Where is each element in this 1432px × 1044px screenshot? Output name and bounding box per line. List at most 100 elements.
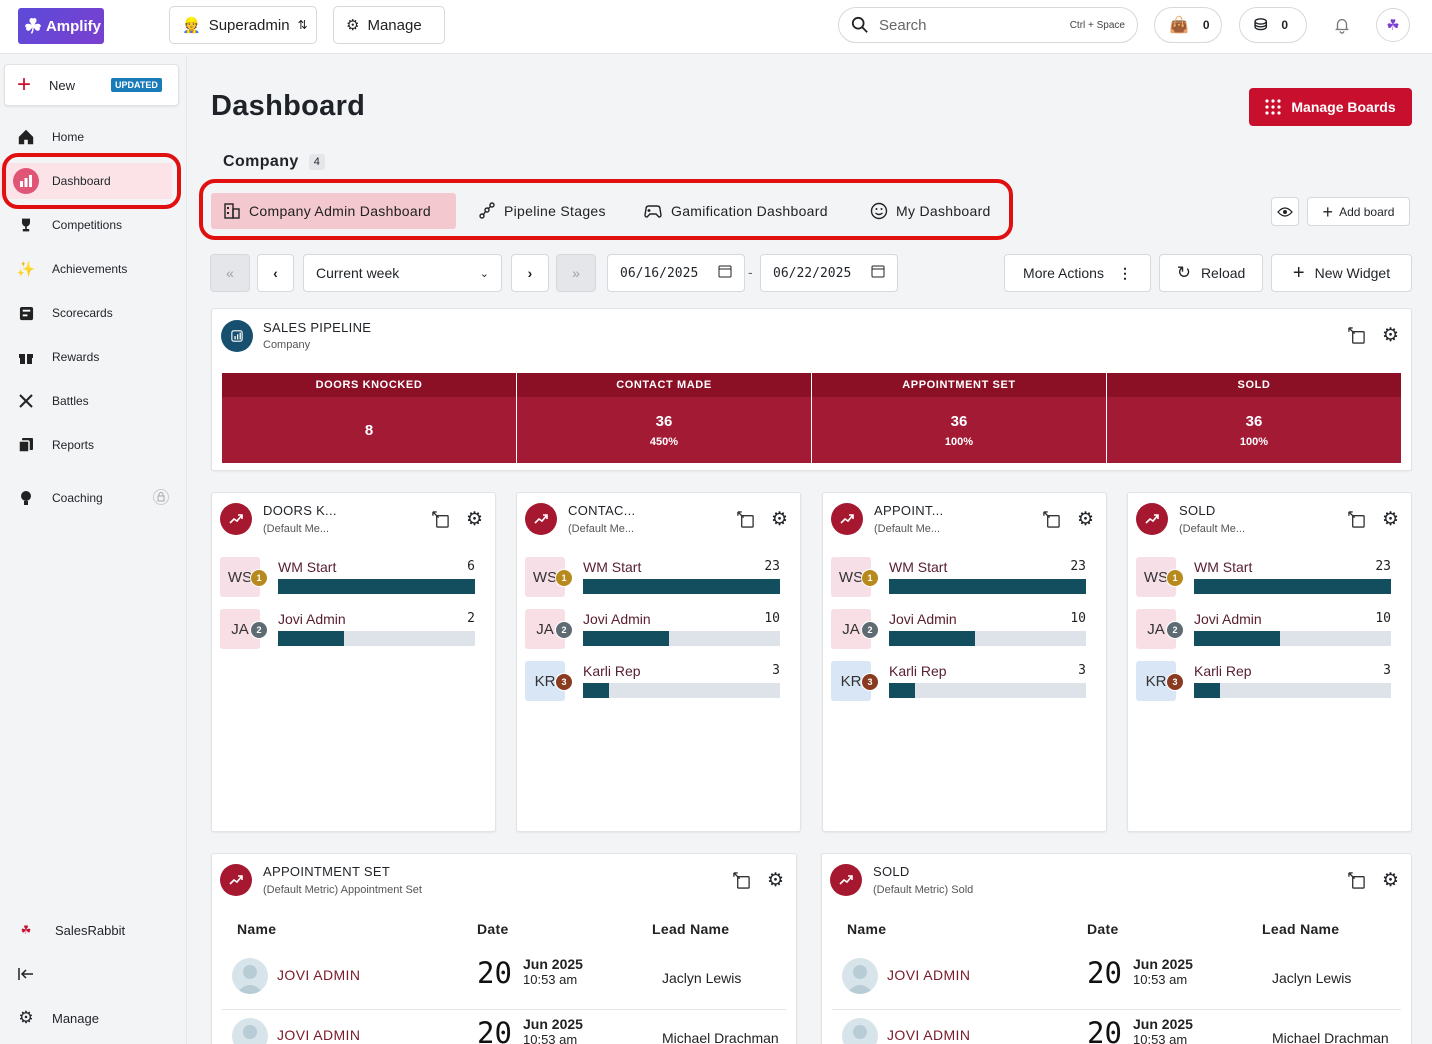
table-row[interactable]: JOVI ADMIN 20 Jun 2025 10:53 am Jaclyn Lewis	[832, 950, 1401, 1010]
pipeline-stage[interactable]: SOLD 36 100%	[1107, 373, 1401, 463]
row-user-name[interactable]: JOVI ADMIN	[277, 967, 361, 983]
sidebar-manage[interactable]: ⚙ Manage	[0, 1000, 187, 1036]
tab-label: Company Admin Dashboard	[249, 203, 431, 219]
leaderboard-row[interactable]: WS 1 WM Start 23	[525, 557, 780, 599]
period-select[interactable]: Current week ⌄	[303, 254, 502, 292]
leaderboard-row[interactable]: JA 2 Jovi Admin 10	[1136, 609, 1391, 651]
leaderboard-row[interactable]: JA 2 Jovi Admin 10	[831, 609, 1086, 651]
gear-icon[interactable]: ⚙	[1381, 509, 1399, 530]
sidebar-item-coaching[interactable]: Coaching	[0, 480, 187, 516]
visibility-button[interactable]	[1271, 197, 1299, 226]
leaderboard-value: 6	[467, 559, 475, 574]
manage-boards-button[interactable]: Manage Boards	[1249, 88, 1412, 126]
reload-button[interactable]: ↻ Reload	[1159, 254, 1263, 292]
move-widget-icon[interactable]	[1042, 510, 1061, 534]
table-row[interactable]: JOVI ADMIN 20 Jun 2025 10:53 am Jaclyn Lewis	[222, 950, 786, 1010]
sidebar-item-reports[interactable]: Reports	[0, 427, 187, 463]
leaderboard-row[interactable]: JA 2 Jovi Admin 10	[525, 609, 780, 651]
date-to-input[interactable]: 06/22/2025	[760, 254, 898, 292]
column-header[interactable]: Lead Name	[652, 921, 730, 937]
activity-table-card: SOLD (Default Metric) Sold ⚙ Name Date Lead N…	[821, 853, 1412, 1044]
rank-badge: 1	[1166, 569, 1184, 587]
sidebar-item-home[interactable]: Home	[0, 119, 187, 155]
search-input[interactable]: Search Ctrl + Space	[838, 7, 1138, 43]
move-widget-icon[interactable]	[431, 510, 450, 534]
leaderboard-name: WM Start	[278, 559, 337, 575]
gear-icon[interactable]: ⚙	[1381, 870, 1399, 891]
add-board-button[interactable]: + Add board	[1307, 197, 1410, 226]
wallet-pill[interactable]: 👜 0	[1154, 7, 1222, 43]
manage-button[interactable]: ⚙ Manage	[333, 6, 445, 44]
prev-period-button[interactable]: ‹	[257, 254, 294, 292]
stage-value: 36	[655, 412, 673, 430]
leaderboard-row[interactable]: WS 1 WM Start 23	[1136, 557, 1391, 599]
row-date-day: 20	[1087, 1016, 1122, 1044]
leaderboard-row[interactable]: WS 1 WM Start 23	[831, 557, 1086, 599]
tab-company-admin-dashboard[interactable]: Company Admin Dashboard	[211, 193, 456, 229]
move-widget-icon[interactable]	[1347, 871, 1366, 895]
gear-icon[interactable]: ⚙	[770, 509, 788, 530]
row-user-name[interactable]: JOVI ADMIN	[887, 1027, 971, 1043]
leaderboard-row[interactable]: KR 3 Karli Rep 3	[525, 661, 780, 703]
move-widget-icon[interactable]	[732, 871, 751, 895]
tab-pipeline-stages[interactable]: Pipeline Stages	[466, 193, 622, 229]
pipeline-stage[interactable]: DOORS KNOCKED 8	[222, 373, 516, 463]
row-user-name[interactable]: JOVI ADMIN	[887, 967, 971, 983]
leaderboard-row[interactable]: WS 1 WM Start 6	[220, 557, 475, 599]
tab-gamification-dashboard[interactable]: Gamification Dashboard	[631, 193, 849, 229]
new-widget-button[interactable]: + New Widget	[1271, 254, 1412, 292]
date-from-input[interactable]: 06/16/2025	[607, 254, 745, 292]
column-header[interactable]: Date	[1087, 921, 1119, 937]
first-period-button[interactable]: «	[210, 254, 250, 292]
rank-badge: 1	[861, 569, 879, 587]
row-lead-name: Michael Drachman	[1272, 1030, 1389, 1044]
reports-icon	[17, 436, 35, 454]
column-header[interactable]: Lead Name	[1262, 921, 1340, 937]
progress-track	[889, 683, 1086, 698]
org-logo-icon: ☘	[20, 923, 32, 937]
column-header[interactable]: Date	[477, 921, 509, 937]
leaderboard-row[interactable]: JA 2 Jovi Admin 2	[220, 609, 475, 651]
column-header[interactable]: Name	[237, 921, 277, 937]
sidebar-item-scorecards[interactable]: Scorecards	[0, 295, 187, 331]
sidebar-item-dashboard[interactable]: Dashboard	[0, 163, 172, 199]
more-actions-button[interactable]: More Actions ⋮	[1004, 254, 1151, 292]
column-header[interactable]: Name	[847, 921, 887, 937]
notifications-button[interactable]	[1325, 8, 1359, 42]
sidebar-item-competitions[interactable]: Competitions	[0, 207, 187, 243]
gear-icon[interactable]: ⚙	[1076, 509, 1094, 530]
gear-icon[interactable]: ⚙	[465, 509, 483, 530]
table-row[interactable]: JOVI ADMIN 20 Jun 2025 10:53 am Michael Drac…	[222, 1010, 786, 1044]
role-selector[interactable]: 👷 Superadmin ⇅	[169, 6, 317, 44]
gear-icon[interactable]: ⚙	[766, 870, 784, 891]
pipeline-stage[interactable]: APPOINTMENT SET 36 100%	[812, 373, 1106, 463]
move-widget-icon[interactable]	[1347, 510, 1366, 534]
coins-pill[interactable]: ⛁ 0	[1239, 7, 1307, 43]
sidebar-org[interactable]: ☘ SalesRabbit	[0, 912, 187, 948]
progress-fill	[278, 579, 475, 594]
sidebar-item-rewards[interactable]: Rewards	[0, 339, 187, 375]
top-bar: ☘ Amplify 👷 Superadmin ⇅ ⚙ Manage Search…	[0, 0, 1432, 54]
profile-button[interactable]: ☘	[1376, 8, 1410, 42]
sidebar-item-achievements[interactable]: ✨ Achievements	[0, 251, 187, 287]
progress-track	[278, 579, 475, 594]
profile-logo-icon: ☘	[1386, 17, 1400, 34]
last-period-button[interactable]: »	[556, 254, 596, 292]
stage-label: CONTACT MADE	[517, 373, 811, 397]
collapse-sidebar-button[interactable]	[0, 956, 187, 992]
sidebar-item-battles[interactable]: Battles	[0, 383, 187, 419]
next-period-button[interactable]: ›	[511, 254, 549, 292]
leaderboard-row[interactable]: KR 3 Karli Rep 3	[1136, 661, 1391, 703]
gear-icon[interactable]: ⚙	[1381, 325, 1399, 346]
logo-text: Amplify	[45, 17, 101, 35]
table-row[interactable]: JOVI ADMIN 20 Jun 2025 10:53 am Michael Drac…	[832, 1010, 1401, 1044]
leaderboard-row[interactable]: KR 3 Karli Rep 3	[831, 661, 1086, 703]
row-user-name[interactable]: JOVI ADMIN	[277, 1027, 361, 1043]
pipeline-stage[interactable]: CONTACT MADE 36 450%	[517, 373, 811, 463]
tab-my-dashboard[interactable]: My Dashboard	[858, 193, 1008, 229]
app-logo[interactable]: ☘ Amplify	[18, 8, 104, 44]
sidebar-item-label: Rewards	[52, 350, 100, 364]
new-button[interactable]: + New UPDATED	[4, 64, 179, 106]
move-widget-icon[interactable]	[1347, 326, 1366, 350]
move-widget-icon[interactable]	[736, 510, 755, 534]
